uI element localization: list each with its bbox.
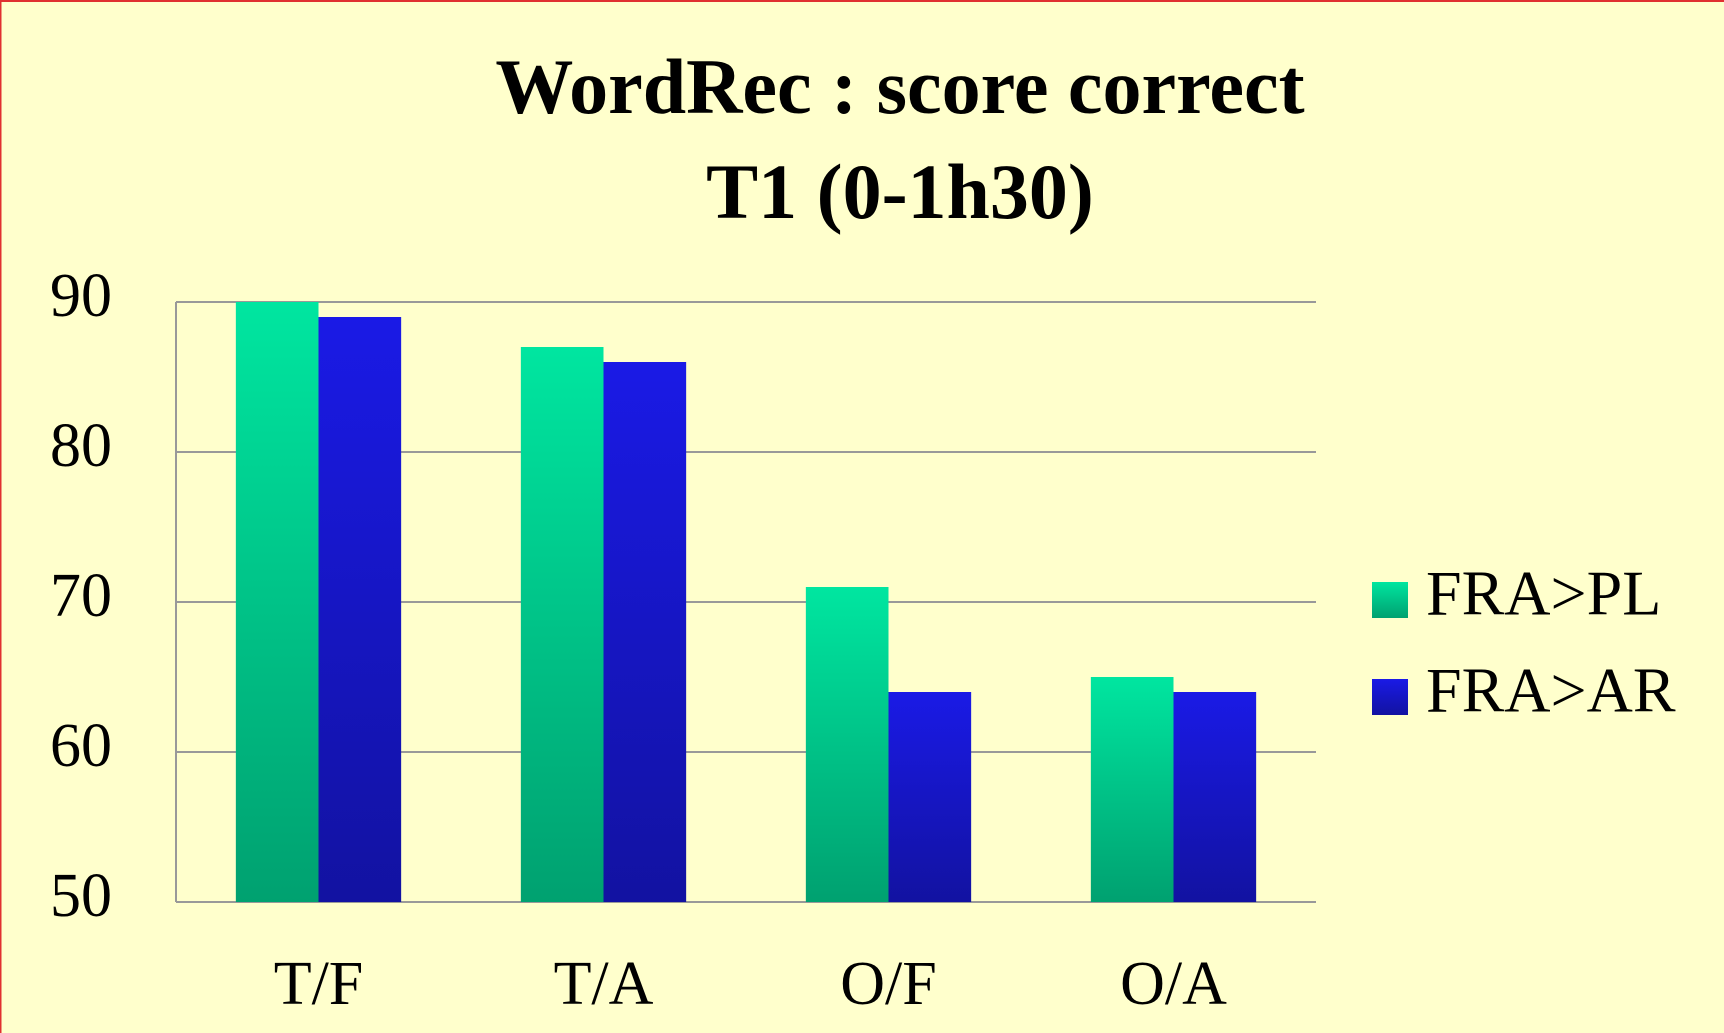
legend-swatch [1372,582,1408,618]
bar [235,302,319,902]
bar [1173,692,1257,902]
chart-title: WordRec : score correct [495,43,1304,130]
bar [603,362,687,902]
bar [520,347,604,902]
legend-swatch [1372,679,1408,715]
x-tick-label: O/A [1120,950,1227,1018]
x-tick-label: T/F [274,950,364,1018]
y-tick-label: 70 [50,562,112,630]
x-tick-label: O/F [840,950,936,1018]
legend-label: FRA>PL [1426,558,1661,629]
y-tick-label: 90 [50,262,112,330]
bar [1090,677,1174,902]
bar [318,317,402,902]
chart-title: T1 (0-1h30) [706,148,1094,235]
bar [805,587,889,902]
y-tick-label: 60 [50,712,112,780]
y-tick-label: 80 [50,412,112,480]
x-tick-label: T/A [554,950,654,1018]
y-tick-label: 50 [50,862,112,930]
bar [888,692,972,902]
legend-label: FRA>AR [1426,655,1676,726]
